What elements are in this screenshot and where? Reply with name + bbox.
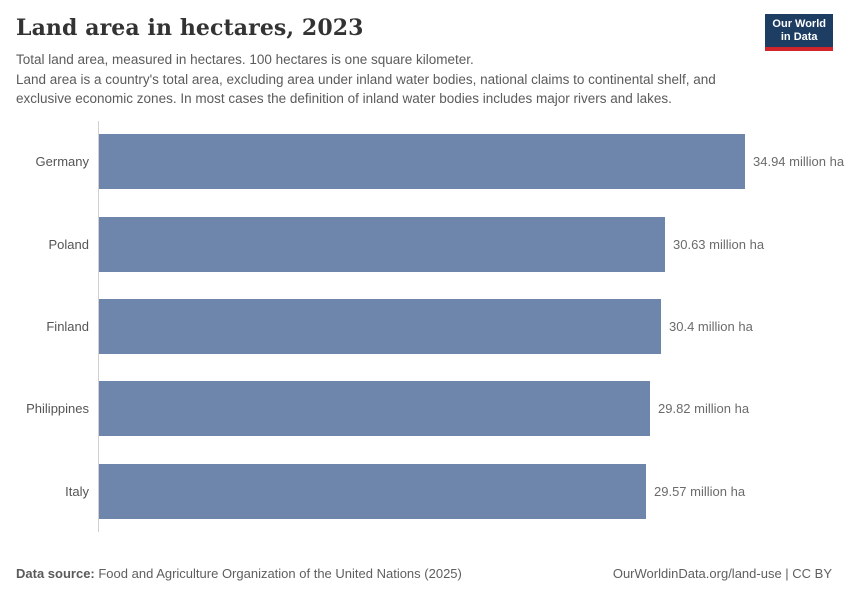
- chart-subtitle: Total land area, measured in hectares. 1…: [16, 50, 764, 109]
- category-label-italy: Italy: [65, 483, 89, 499]
- category-label-germany: Germany: [35, 154, 89, 170]
- page-title: Land area in hectares, 2023: [16, 15, 364, 41]
- chart-row: Finland 30.4 million ha: [16, 285, 832, 368]
- owid-logo[interactable]: Our World in Data: [765, 14, 833, 51]
- category-label-philippines: Philippines: [26, 401, 89, 417]
- chart-row: Poland 30.63 million ha: [16, 202, 832, 286]
- bar-germany[interactable]: [99, 134, 745, 190]
- chart-footer: Data source: Food and Agriculture Organi…: [16, 566, 832, 581]
- value-label-italy: 29.57 million ha: [654, 483, 746, 499]
- plot-area: 34.94 million ha: [98, 120, 845, 203]
- bar-poland[interactable]: [99, 216, 665, 272]
- bar-chart: Germany 34.94 million ha Poland 30.63 milli…: [16, 120, 844, 533]
- chart-row: Italy 29.57 million ha: [16, 450, 832, 533]
- category-label-finland: Finland: [46, 318, 89, 334]
- plot-area: 29.82 million ha: [98, 367, 832, 451]
- owid-logo-line1: Our World: [772, 18, 826, 30]
- data-source: Data source: Food and Agriculture Organi…: [16, 566, 462, 581]
- plot-area: 29.57 million ha: [98, 450, 832, 533]
- owid-logo-line2: in Data: [780, 31, 818, 43]
- data-source-text: Food and Agriculture Organization of the…: [94, 566, 462, 581]
- value-label-philippines: 29.82 million ha: [658, 401, 750, 417]
- data-source-label: Data source:: [16, 566, 95, 581]
- bar-italy[interactable]: [99, 463, 646, 519]
- value-label-poland: 30.63 million ha: [673, 236, 765, 252]
- footer-rights-link[interactable]: OurWorldinData.org/land-use | CC BY: [612, 566, 832, 581]
- value-label-germany: 34.94 million ha: [753, 154, 845, 170]
- chart-row: Germany 34.94 million ha: [16, 120, 844, 203]
- value-label-finland: 30.4 million ha: [669, 318, 753, 334]
- subtitle-line-1: Total land area, measured in hectares. 1…: [16, 52, 474, 67]
- bar-finland[interactable]: [99, 298, 661, 354]
- plot-area: 30.4 million ha: [98, 285, 832, 368]
- subtitle-line-2: Land area is a country's total area, exc…: [16, 71, 716, 107]
- chart-row: Philippines 29.82 million ha: [16, 367, 832, 451]
- bar-philippines[interactable]: [99, 381, 650, 437]
- plot-area: 30.63 million ha: [98, 202, 832, 286]
- category-label-poland: Poland: [48, 236, 89, 252]
